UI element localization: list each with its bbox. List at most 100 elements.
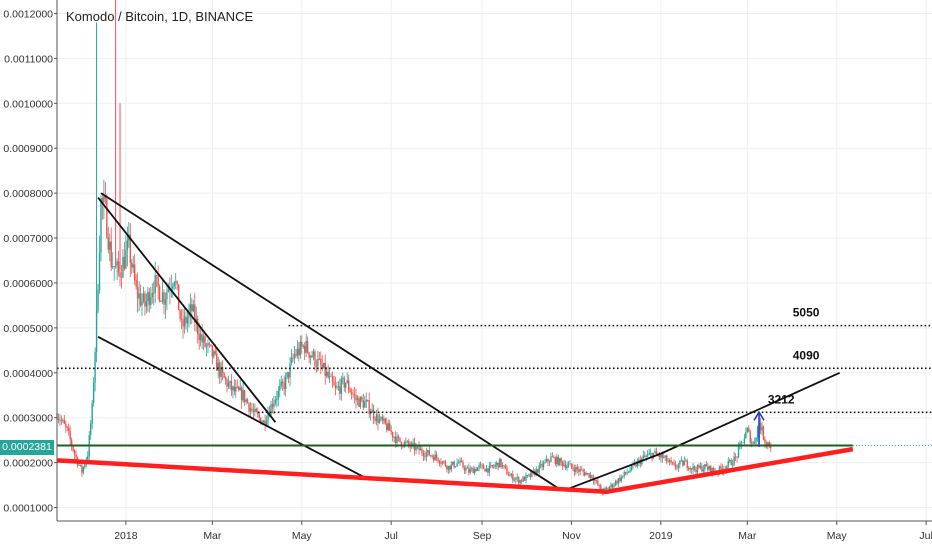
candle-body bbox=[214, 351, 216, 354]
candle-body bbox=[340, 378, 343, 394]
candle-body bbox=[759, 423, 762, 431]
candle-body bbox=[103, 196, 105, 203]
candle-body bbox=[315, 365, 318, 367]
candle-body bbox=[655, 451, 658, 455]
candle-body bbox=[680, 460, 683, 462]
candle-body bbox=[235, 386, 237, 392]
candle-body bbox=[576, 467, 579, 470]
candle-body bbox=[424, 455, 426, 457]
candle-body bbox=[519, 480, 521, 483]
support-line bbox=[56, 446, 854, 495]
candle-body bbox=[745, 432, 747, 439]
candle-body bbox=[463, 467, 466, 471]
candle-body bbox=[674, 464, 677, 468]
y-tick-label: 0.0006000 bbox=[3, 278, 53, 290]
candle-body bbox=[679, 460, 681, 465]
candle-body bbox=[494, 464, 496, 467]
candle-body bbox=[626, 472, 628, 474]
candle-body bbox=[485, 468, 488, 472]
candle-body bbox=[510, 474, 513, 476]
candle-body bbox=[431, 455, 433, 457]
candle-body bbox=[249, 408, 252, 412]
candle-body bbox=[421, 448, 423, 453]
candle-body bbox=[270, 404, 272, 416]
candle-body bbox=[66, 426, 68, 428]
candle-body bbox=[623, 472, 625, 476]
x-tick-label: Mar bbox=[203, 530, 222, 542]
candle-body bbox=[435, 454, 438, 458]
candle-body bbox=[384, 418, 387, 424]
candle-body bbox=[598, 484, 600, 486]
candle-body bbox=[144, 293, 146, 307]
candle-body bbox=[138, 293, 140, 299]
candle-body bbox=[292, 357, 294, 359]
candle-body bbox=[666, 455, 668, 462]
candle-body bbox=[274, 399, 277, 404]
candle-body bbox=[311, 355, 313, 358]
candle-body bbox=[98, 252, 101, 291]
candle-body bbox=[308, 352, 310, 358]
candle-body bbox=[333, 382, 335, 386]
candle-body bbox=[218, 362, 221, 377]
candle-body bbox=[408, 441, 410, 445]
candle-body bbox=[192, 304, 195, 312]
candle-body bbox=[564, 464, 567, 469]
candle-body bbox=[503, 465, 505, 466]
candle-body bbox=[135, 280, 137, 287]
candle-body bbox=[635, 463, 637, 467]
candle-body bbox=[535, 469, 537, 475]
candle-body bbox=[712, 468, 715, 472]
candle-body bbox=[472, 468, 474, 474]
candle-body bbox=[702, 469, 705, 472]
candle-body bbox=[515, 478, 517, 480]
candle-body bbox=[642, 455, 644, 459]
candle-body bbox=[468, 467, 470, 473]
candle-body bbox=[132, 264, 134, 268]
candle-body bbox=[705, 464, 707, 467]
candle-body bbox=[336, 386, 338, 388]
candle-body bbox=[525, 475, 527, 481]
candle-body bbox=[495, 462, 498, 465]
candle-body bbox=[756, 426, 759, 438]
candle-body bbox=[265, 421, 268, 425]
y-tick-label: 0.0009000 bbox=[3, 143, 53, 155]
x-tick-label: May bbox=[827, 530, 848, 542]
candle-body bbox=[129, 234, 131, 263]
candle-body bbox=[239, 387, 241, 391]
candle-body bbox=[164, 299, 167, 305]
candle-body bbox=[440, 463, 442, 464]
candle-body bbox=[554, 457, 557, 464]
candle-body bbox=[347, 380, 350, 390]
candle-body bbox=[317, 358, 319, 367]
candle-body bbox=[133, 264, 136, 281]
grid-lines bbox=[57, 0, 932, 521]
candle-body bbox=[488, 465, 491, 473]
candle-body bbox=[323, 362, 325, 368]
candle-body bbox=[720, 466, 722, 469]
candle-body bbox=[372, 409, 375, 419]
candle-body bbox=[698, 465, 700, 468]
candle-body bbox=[671, 462, 674, 464]
candle-body bbox=[538, 465, 540, 473]
candle-body bbox=[155, 275, 158, 277]
candle-body bbox=[462, 461, 464, 468]
candle-body bbox=[604, 488, 606, 490]
candle-body bbox=[309, 355, 312, 358]
candle-body bbox=[147, 292, 149, 302]
candle-body bbox=[72, 445, 74, 451]
x-tick-label: Jul bbox=[919, 530, 932, 542]
candle-body bbox=[380, 417, 382, 419]
candle-body bbox=[560, 458, 562, 462]
drawing-overlays: 505040903212 bbox=[56, 192, 932, 495]
candle-body bbox=[139, 293, 142, 306]
candle-body bbox=[197, 318, 199, 334]
candle-body bbox=[572, 466, 574, 469]
candle-body bbox=[328, 375, 331, 378]
candle-body bbox=[298, 348, 300, 356]
candle-body bbox=[101, 198, 104, 203]
candle-body bbox=[531, 471, 533, 478]
candle-body bbox=[400, 441, 403, 447]
candle-body bbox=[65, 423, 67, 427]
candle-body bbox=[91, 403, 93, 424]
